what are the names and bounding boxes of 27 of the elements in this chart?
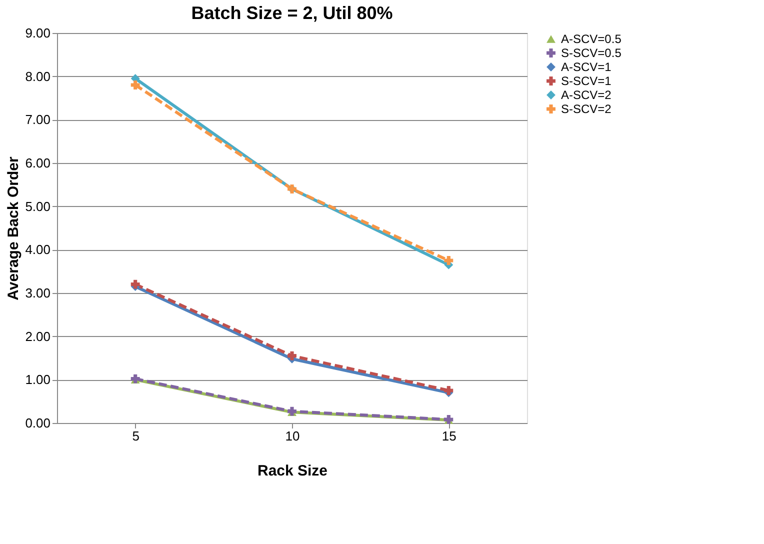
x-tick-label: 10 [285,428,300,444]
y-tick-label: 9.00 [25,26,50,40]
point [444,256,454,265]
x-tick-label: 15 [442,428,456,444]
y-axis-title: Average Back Order [5,156,22,300]
point [444,386,454,395]
x-tick-label: 5 [132,428,140,444]
legend-label: S-SCV=0.5 [561,46,622,60]
point [288,351,296,360]
y-tick-label: 2.00 [25,328,50,344]
legend-label: A-SCV=2 [561,88,612,102]
point [130,280,140,289]
legend-label: A-SCV=0.5 [561,32,622,46]
legend-label: S-SCV=2 [561,102,612,116]
chart-title: Batch Size = 2, Util 80% [191,3,393,23]
y-tick-label: 8.00 [25,68,50,84]
y-tick-label: 6.00 [25,156,50,170]
legend-label: A-SCV=1 [561,60,612,74]
point [130,80,140,90]
y-tick-label: 7.00 [25,112,50,128]
y-tick-label: 1.00 [25,372,50,388]
y-tick-label: 4.00 [25,242,50,258]
y-tick-label: 0.00 [25,416,50,430]
y-tick-label: 5.00 [25,198,50,214]
y-tick-label: 3.00 [25,286,50,300]
legend-label: S-SCV=1 [561,74,612,88]
x-axis-title: Rack Size [257,462,328,480]
